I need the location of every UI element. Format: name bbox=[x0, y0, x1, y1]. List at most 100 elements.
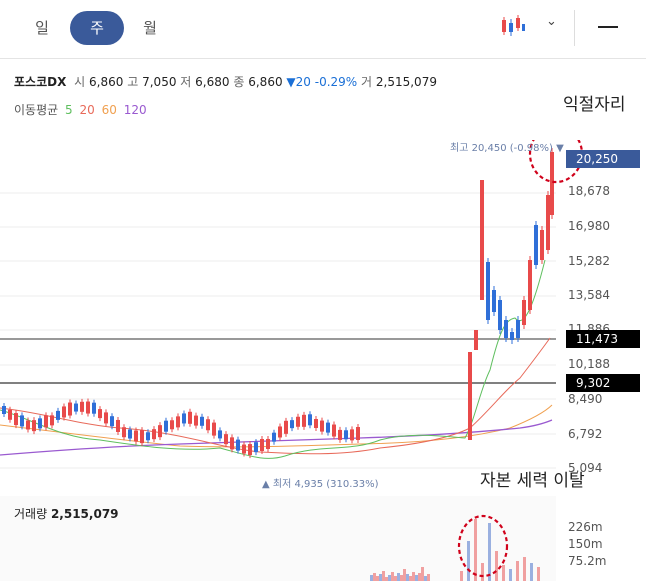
candle bbox=[176, 416, 180, 428]
candle bbox=[38, 418, 42, 429]
ma60-line bbox=[0, 404, 553, 448]
volume-bar bbox=[424, 576, 427, 581]
high-marker: 최고 20,450 (-0.98%) ▼ bbox=[450, 142, 564, 154]
volume-label: 거래량 bbox=[14, 507, 48, 521]
candle bbox=[242, 444, 246, 454]
vol-tick-1: 226m bbox=[568, 520, 603, 534]
candlestick-icon[interactable] bbox=[500, 14, 526, 38]
candle bbox=[356, 427, 360, 441]
ma120-label: 120 bbox=[123, 103, 147, 117]
volume-bar bbox=[400, 575, 403, 581]
candle bbox=[14, 413, 18, 426]
candle bbox=[194, 415, 198, 426]
ma5-label: 5 bbox=[65, 103, 73, 117]
high-value: 7,050 bbox=[142, 75, 177, 89]
candle bbox=[212, 422, 216, 436]
candle bbox=[550, 152, 554, 215]
change-value: ▼20 -0.29% bbox=[286, 75, 358, 89]
volume-bar bbox=[537, 567, 540, 581]
volume-label: 거 bbox=[361, 75, 373, 89]
open-label: 시 bbox=[74, 75, 86, 89]
candle bbox=[224, 434, 228, 445]
candle bbox=[344, 430, 348, 440]
candle bbox=[468, 352, 472, 440]
candle bbox=[110, 416, 114, 427]
volume-bar bbox=[427, 574, 430, 581]
annotation-take-profit: 익절자리 bbox=[563, 95, 626, 115]
chevron-down-icon[interactable]: ⌄ bbox=[546, 14, 557, 29]
volume-bar bbox=[467, 541, 470, 581]
candle bbox=[278, 426, 282, 438]
volume-bar bbox=[388, 575, 391, 581]
candle bbox=[170, 420, 174, 430]
candle bbox=[516, 320, 520, 338]
volume-bar bbox=[397, 573, 400, 581]
hline-tag-9302: 9,302 bbox=[566, 374, 640, 392]
candle bbox=[104, 412, 108, 424]
volume-bar bbox=[460, 571, 463, 581]
y-tick-7: 8,490 bbox=[568, 392, 603, 406]
candle bbox=[68, 402, 72, 416]
menu-icon[interactable] bbox=[598, 26, 618, 28]
volume-bar bbox=[406, 574, 409, 581]
candle bbox=[158, 425, 162, 438]
candle bbox=[332, 424, 336, 437]
candle bbox=[140, 430, 144, 444]
candle bbox=[86, 401, 90, 414]
candle bbox=[260, 439, 264, 452]
annotation-capital-exit: 자본 세력 이탈 bbox=[480, 471, 585, 491]
ma20-label: 20 bbox=[79, 103, 95, 117]
volume-bar bbox=[403, 569, 406, 581]
volume-bar bbox=[495, 551, 498, 581]
candle bbox=[182, 413, 186, 424]
candle bbox=[134, 430, 138, 442]
hline-tag-11473: 11,473 bbox=[566, 330, 640, 348]
price-chart[interactable]: 최고 20,450 (-0.98%) ▼ ▲ 최저 4,935 (310.33%… bbox=[0, 140, 646, 490]
tab-month[interactable]: 월 bbox=[143, 19, 157, 37]
y-tick-1: 18,678 bbox=[568, 184, 610, 198]
candle bbox=[80, 401, 84, 412]
candle bbox=[92, 402, 96, 414]
volume-bar bbox=[382, 571, 385, 581]
candle bbox=[314, 419, 318, 429]
volume-spike-circle bbox=[457, 514, 509, 578]
candle bbox=[152, 429, 156, 440]
top-bar: 일 주 월 ⌄ bbox=[0, 0, 646, 59]
candle bbox=[164, 420, 168, 432]
candle bbox=[32, 420, 36, 432]
volume-bar bbox=[421, 567, 424, 581]
candle bbox=[218, 430, 222, 439]
candle bbox=[146, 432, 150, 441]
candle bbox=[302, 414, 306, 427]
tab-week[interactable]: 주 bbox=[70, 11, 124, 45]
tab-day[interactable]: 일 bbox=[35, 19, 49, 37]
volume-bar bbox=[516, 561, 519, 581]
candle bbox=[284, 420, 288, 434]
close-value: 6,860 bbox=[248, 75, 283, 89]
volume-bar bbox=[509, 569, 512, 581]
ma60-label: 60 bbox=[101, 103, 117, 117]
volume-bar bbox=[481, 563, 484, 581]
volume-bar bbox=[488, 523, 491, 581]
candle bbox=[116, 419, 120, 432]
candle bbox=[200, 416, 204, 426]
candle bbox=[272, 432, 276, 442]
candle bbox=[74, 403, 78, 412]
close-label: 종 bbox=[233, 75, 245, 89]
candle bbox=[2, 406, 6, 414]
candle bbox=[122, 427, 126, 438]
volume-title: 거래량 2,515,079 bbox=[14, 505, 119, 522]
volume-bar bbox=[385, 577, 388, 581]
candle bbox=[98, 409, 102, 419]
candle bbox=[510, 332, 514, 340]
candle bbox=[188, 411, 192, 424]
stock-info: 포스코DX 시 6,860 고 7,050 저 6,680 종 6,860 ▼2… bbox=[14, 73, 437, 90]
candle bbox=[128, 429, 132, 439]
volume-chart[interactable] bbox=[0, 496, 556, 581]
volume-panel-value: 2,515,079 bbox=[50, 507, 119, 521]
ma120-line bbox=[0, 419, 553, 456]
stock-name: 포스코DX bbox=[14, 75, 67, 89]
ma5-line bbox=[0, 259, 546, 459]
y-tick-6: 10,188 bbox=[568, 357, 610, 371]
y-tick-3: 15,282 bbox=[568, 254, 610, 268]
